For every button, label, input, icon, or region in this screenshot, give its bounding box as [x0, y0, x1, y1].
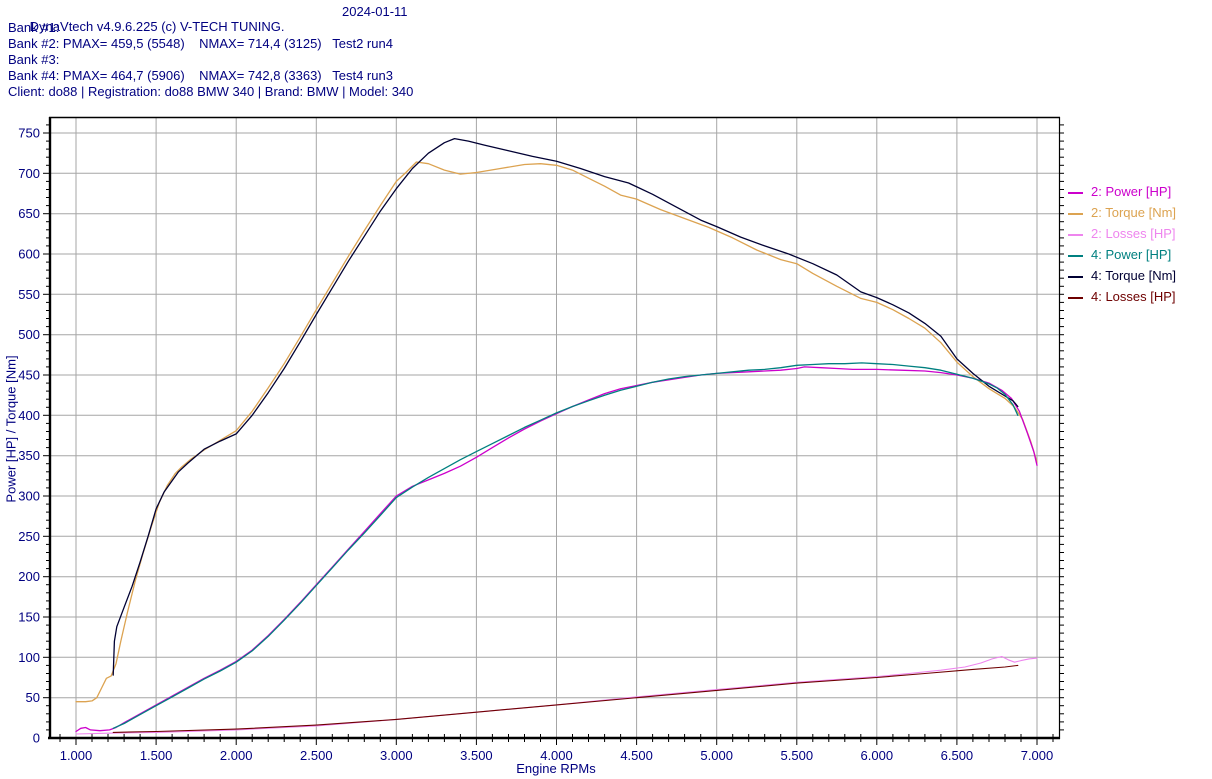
legend-color-dash [1068, 212, 1083, 215]
legend-item-4-torque: 4: Torque [Nm] [1068, 265, 1176, 286]
legend-color-dash [1068, 275, 1083, 278]
chart-legend: 2: Power [HP] 2: Torque [Nm] 2: Losses [HP… [1068, 181, 1176, 307]
legend-color-dash [1068, 296, 1083, 299]
x-tick-label: 4.500 [620, 748, 653, 763]
y-tick-label: 0 [33, 731, 40, 746]
x-tick-label: 6.500 [941, 748, 974, 763]
y-tick-label: 700 [18, 166, 40, 181]
series-line-2-losses [75, 655, 1038, 735]
legend-label: 4: Power [HP] [1091, 247, 1172, 262]
y-axis-title: Power [HP] / Torque [Nm] [3, 355, 19, 503]
series-line-4-losses [112, 664, 1019, 733]
legend-item-4-power: 4: Power [HP] [1068, 244, 1176, 265]
y-tick-label: 250 [18, 529, 40, 544]
y-tick-label: 100 [18, 650, 40, 665]
x-tick-label: 3.000 [380, 748, 413, 763]
plot-background [49, 117, 1060, 739]
bank3-line: Bank #3: [8, 52, 60, 67]
legend-item-4-losses: 4: Losses [HP] [1068, 286, 1176, 307]
legend-item-2-power: 2: Power [HP] [1068, 181, 1176, 202]
x-tick-label: 4.000 [540, 748, 573, 763]
legend-label: 4: Torque [Nm] [1091, 268, 1177, 283]
y-tick-label: 600 [18, 247, 40, 262]
y-tick-label: 150 [18, 610, 40, 625]
series-line-2-power [75, 366, 1038, 733]
x-tick-label: 3.500 [460, 748, 493, 763]
client-line: Client: do88 | Registration: do88 BMW 34… [8, 84, 414, 99]
series-line-4-power [112, 362, 1019, 729]
legend-item-2-losses: 2: Losses [HP] [1068, 223, 1176, 244]
legend-color-dash [1068, 254, 1083, 257]
x-tick-label: 6.000 [861, 748, 894, 763]
x-tick-label: 7.000 [1021, 748, 1054, 763]
x-tick-label: 2.500 [300, 748, 333, 763]
report-date: 2024-01-11 [342, 4, 408, 19]
y-tick-label: 400 [18, 408, 40, 423]
y-tick-label: 750 [18, 126, 40, 141]
y-tick-label: 500 [18, 327, 40, 342]
title-row: DynaVtech v4.9.6.225 (c) V-TECH TUNING. [8, 4, 285, 49]
x-tick-label: 1.000 [60, 748, 93, 763]
legend-label: 2: Torque [Nm] [1091, 205, 1177, 220]
legend-color-dash [1068, 233, 1083, 236]
legend-item-2-torque: 2: Torque [Nm] [1068, 202, 1176, 223]
legend-label: 2: Losses [HP] [1091, 226, 1176, 241]
y-tick-label: 550 [18, 287, 40, 302]
bank4-line: Bank #4: PMAX= 464,7 (5906) NMAX= 742,8 … [8, 68, 393, 83]
x-tick-label: 2.000 [220, 748, 253, 763]
y-tick-label: 450 [18, 368, 40, 383]
bank2-line: Bank #2: PMAX= 459,5 (5548) NMAX= 714,4 … [8, 36, 393, 51]
y-tick-label: 650 [18, 206, 40, 221]
x-tick-label: 5.000 [700, 748, 733, 763]
bank1-line: Bank #1: [8, 20, 60, 35]
x-axis-title: Engine RPMs [516, 761, 596, 776]
y-tick-label: 350 [18, 448, 40, 463]
legend-label: 2: Power [HP] [1091, 184, 1172, 199]
app-title: DynaVtech v4.9.6.225 (c) V-TECH TUNING. [29, 19, 285, 34]
x-tick-label: 5.500 [781, 748, 814, 763]
legend-label: 4: Losses [HP] [1091, 289, 1176, 304]
x-tick-label: 1.500 [140, 748, 173, 763]
y-tick-label: 50 [26, 690, 40, 705]
y-tick-label: 200 [18, 569, 40, 584]
y-tick-label: 300 [18, 489, 40, 504]
series-line-4-torque [112, 137, 1019, 676]
legend-color-dash [1068, 191, 1083, 194]
